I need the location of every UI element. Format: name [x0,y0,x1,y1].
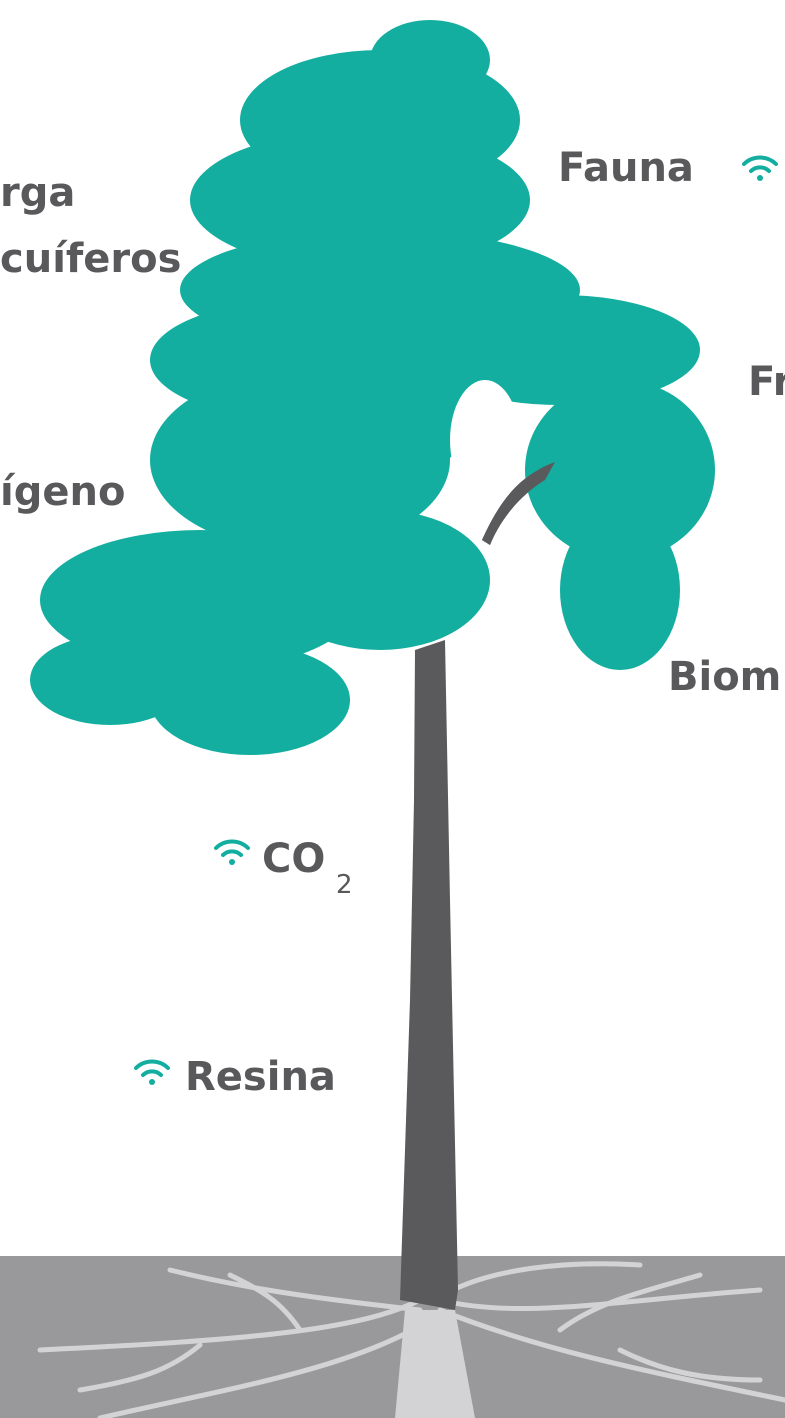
label-biomasa: Biom [668,654,781,700]
canopy-gap [450,380,520,500]
label-co2-subscript: 2 [336,870,353,900]
label-fauna: Fauna [558,145,694,191]
wifi-icon [136,1062,168,1085]
label-oxigeno: ígeno [0,469,125,515]
label-resina: Resina [185,1054,336,1100]
ground [0,1256,785,1418]
trunk [400,640,458,1310]
tree-illustration: rga cuíferos ígeno Fauna Fr Biom CO 2 Re… [0,0,785,1418]
label-acuiferos: cuíferos [0,236,181,282]
wifi-icon [744,158,776,181]
canopy [30,20,715,755]
label-recarga: rga [0,170,75,216]
label-co2: CO [262,836,325,882]
wifi-icon [216,842,248,865]
label-frutos: Fr [748,359,785,405]
